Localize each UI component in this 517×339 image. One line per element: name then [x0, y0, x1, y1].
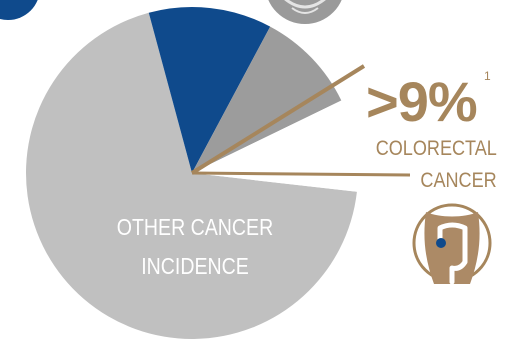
pie-slice-0 [26, 12, 357, 339]
footnote-marker: 1 [484, 69, 491, 83]
callout-line-lower [191, 171, 411, 177]
decorative-circle-blue [0, 0, 38, 20]
colorectal-label-line2: CANCER [420, 169, 497, 192]
pie-slice-3 [192, 100, 358, 192]
decorative-circle-gray [268, 0, 342, 24]
callout-line-upper [190, 64, 366, 175]
other-cancer-label-line2: INCIDENCE [141, 253, 249, 279]
pie-chart [26, 7, 358, 339]
colon-icon [412, 203, 492, 285]
pie-slice-1 [148, 7, 271, 174]
colorectal-percentage: >9% [366, 70, 478, 133]
colorectal-label-line1: COLORECTAL [375, 137, 497, 160]
other-cancer-label-line1: OTHER CANCER [116, 214, 274, 240]
pie-slice-2 [192, 26, 342, 173]
